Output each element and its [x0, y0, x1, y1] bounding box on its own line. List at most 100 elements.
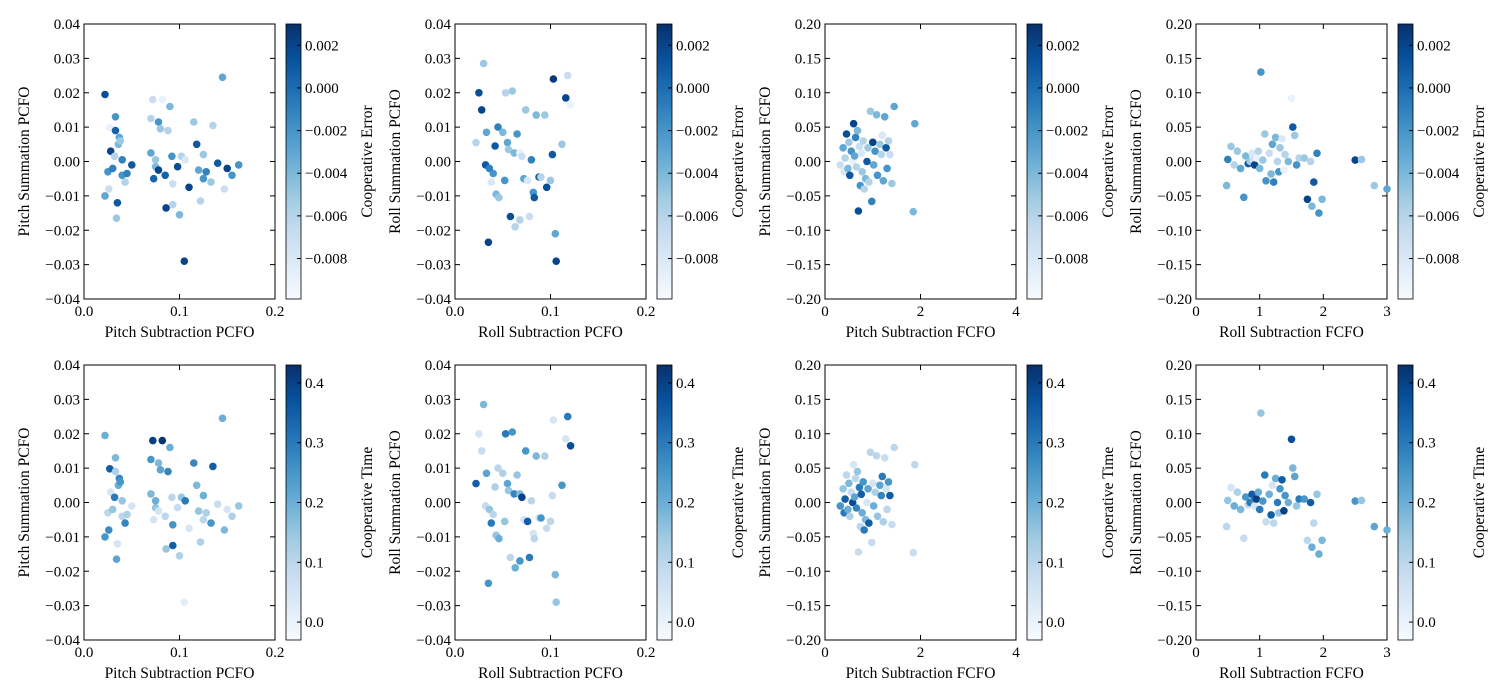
scatter-point — [1227, 142, 1235, 151]
scatter-point — [1303, 536, 1312, 545]
scatter-point — [836, 502, 845, 510]
scatter-point — [546, 176, 555, 185]
y-tick-label: 0.15 — [1166, 51, 1192, 67]
scatter-point — [880, 113, 889, 121]
colorbar-tick-label: −0.008 — [305, 251, 347, 267]
scatter-point — [185, 524, 193, 533]
scatter-point — [1292, 502, 1301, 510]
x-axis-label: Pitch Subtraction FCFO — [846, 665, 996, 682]
scatter-point — [147, 490, 155, 498]
scatter-point — [1370, 522, 1379, 531]
y-tick-label: −0.02 — [416, 223, 451, 239]
y-tick-label: −0.01 — [416, 530, 451, 546]
y-tick-label: −0.05 — [1157, 189, 1192, 205]
scatter-point — [1276, 144, 1284, 152]
scatter-point — [192, 140, 201, 149]
colorbar — [1397, 23, 1414, 300]
colorbar-label: Cooperative Time — [359, 447, 376, 559]
y-tick-label: 0.10 — [795, 427, 821, 443]
scatter-point — [510, 490, 518, 498]
colorbar-tick-label: −0.002 — [1046, 124, 1088, 140]
scatter-point — [888, 520, 896, 529]
scatter-point — [841, 495, 849, 503]
x-tick-label: 4 — [1012, 304, 1020, 320]
scatter-point — [1265, 490, 1273, 499]
scatter-point — [472, 479, 480, 488]
scatter-point — [1313, 149, 1321, 158]
scatter-point — [876, 140, 884, 149]
scatter-point — [562, 94, 570, 102]
scatter-point — [154, 118, 163, 126]
scatter-point — [868, 197, 876, 206]
scatter-point — [113, 199, 122, 207]
colorbar-tick-label: −0.004 — [676, 166, 719, 182]
y-tick-label: 0.15 — [795, 51, 821, 67]
subplot-3: 0 2 4 −0.20 −0.15 −0.10 −0.05 0.00 0.05 0.10 0.15 0… — [757, 17, 1117, 341]
y-tick-label: −0.04 — [45, 633, 80, 649]
scatter-point — [1357, 496, 1366, 505]
scatter-point — [873, 171, 882, 180]
x-tick-label: 0 — [1192, 645, 1200, 661]
y-tick-label: −0.02 — [45, 223, 80, 239]
y-tick-label: 0.02 — [425, 427, 451, 443]
scatter-point — [864, 485, 872, 493]
scatter-point — [175, 211, 184, 219]
y-tick-label: 0.05 — [795, 120, 821, 136]
scatter-point — [866, 448, 875, 457]
y-axis-label: Pitch Summation PCFO — [16, 428, 33, 578]
scatter-point — [149, 436, 157, 445]
scatter-point — [108, 164, 117, 173]
colorbar-tick-label: 0.1 — [676, 555, 695, 571]
x-tick-label: 0 — [821, 645, 829, 661]
scatter-point — [209, 462, 217, 471]
scatter-point — [166, 102, 174, 111]
y-tick-label: 0.02 — [425, 86, 451, 102]
y-tick-label: −0.04 — [416, 633, 451, 649]
scatter-point — [846, 512, 854, 521]
scatter-point — [185, 183, 193, 192]
colorbar-tick-label: −0.004 — [1417, 166, 1460, 182]
y-tick-label: 0.00 — [795, 155, 821, 171]
y-tick-label: 0.02 — [54, 86, 80, 102]
scatter-point — [1315, 550, 1323, 558]
scatter-point — [487, 178, 496, 186]
scatter-point — [860, 185, 868, 193]
scatter-point — [199, 174, 208, 183]
scatter-point — [869, 479, 877, 488]
y-tick-label: −0.10 — [786, 564, 821, 580]
colorbar-tick-label: 0.3 — [305, 436, 324, 452]
scatter-point — [234, 161, 243, 169]
y-tick-label: 0.20 — [795, 358, 821, 374]
y-tick-label: 0.03 — [425, 51, 451, 67]
y-tick-label: 0.00 — [425, 155, 451, 171]
scatter-point — [169, 180, 177, 188]
scatter-point — [1287, 94, 1296, 102]
scatter-point — [563, 412, 572, 421]
scatter-point — [1300, 495, 1308, 503]
y-tick-label: −0.10 — [1157, 223, 1192, 239]
colorbar-tick-label: −0.006 — [1417, 209, 1460, 225]
scatter-point — [860, 526, 868, 534]
scatter-point — [845, 138, 853, 147]
scatter-point — [849, 119, 858, 128]
colorbar-tick-label: 0.4 — [1046, 376, 1065, 392]
scatter-point — [1259, 497, 1267, 505]
y-tick-label: 0.20 — [795, 17, 821, 33]
scatter-point — [1241, 152, 1250, 160]
scatter-point — [541, 111, 549, 119]
y-tick-label: −0.10 — [786, 223, 821, 239]
y-tick-label: 0.00 — [54, 496, 80, 512]
y-tick-label: −0.05 — [786, 189, 821, 205]
scatter-point — [118, 156, 126, 164]
x-tick-label: 1 — [1256, 304, 1264, 320]
y-tick-label: 0.04 — [425, 17, 452, 33]
y-axis-label: Pitch Summation FCFO — [757, 87, 774, 237]
colorbar-tick-label: 0.2 — [676, 496, 695, 512]
scatter-point — [1308, 543, 1316, 551]
scatter-point — [1271, 474, 1280, 483]
scatter-point — [857, 490, 866, 499]
y-tick-label: 0.02 — [54, 427, 80, 443]
scatter-point — [1313, 490, 1321, 499]
scatter-point — [147, 455, 155, 464]
x-axis-label: Roll Subtraction FCFO — [1219, 665, 1364, 682]
